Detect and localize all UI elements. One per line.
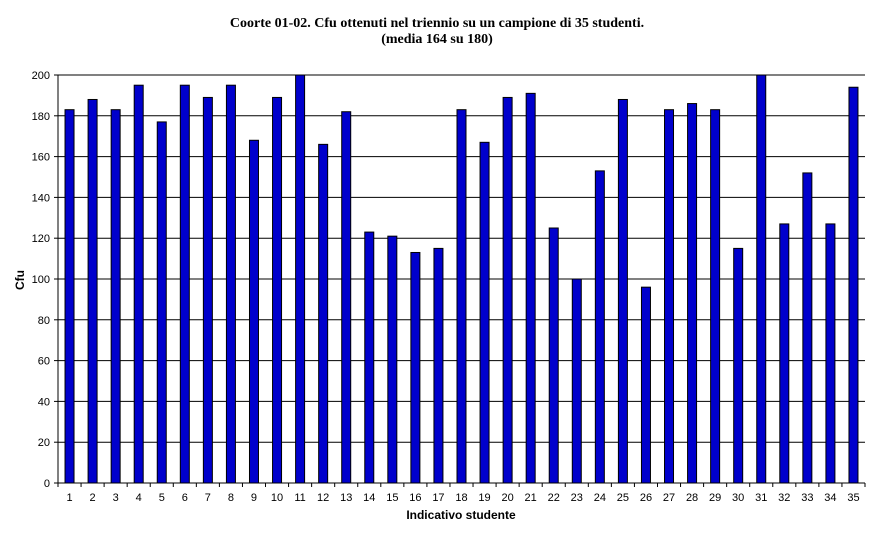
x-tick-label: 12 xyxy=(317,492,329,504)
x-tick-label: 33 xyxy=(801,492,813,504)
x-tick-label: 11 xyxy=(294,492,305,504)
x-tick-label: 28 xyxy=(686,492,698,504)
bar-student-33 xyxy=(802,172,813,484)
x-tick-label: 3 xyxy=(113,492,119,504)
x-tick-label: 27 xyxy=(663,492,675,504)
y-tick-label: 20 xyxy=(38,437,50,449)
y-tick-label: 180 xyxy=(32,111,50,123)
bar-student-32 xyxy=(779,223,790,484)
bar-student-20 xyxy=(502,96,513,484)
bar-student-34 xyxy=(825,223,836,484)
bar-student-19 xyxy=(479,141,490,484)
bar-student-21 xyxy=(525,92,536,484)
bar-student-7 xyxy=(202,96,213,484)
x-tick-label: 8 xyxy=(228,492,234,504)
bar-student-4 xyxy=(133,84,144,484)
x-tick-label: 21 xyxy=(525,492,537,504)
y-tick-label: 60 xyxy=(38,356,50,368)
bar-student-26 xyxy=(640,286,651,484)
bar-student-17 xyxy=(433,247,444,484)
x-tick-label: 26 xyxy=(640,492,652,504)
x-tick-label: 10 xyxy=(271,492,283,504)
bar-student-35 xyxy=(848,86,859,484)
x-tick-label: 16 xyxy=(409,492,421,504)
bar-student-15 xyxy=(387,235,398,484)
bar-student-23 xyxy=(571,278,582,484)
x-tick-label: 32 xyxy=(778,492,790,504)
x-tick-label: 4 xyxy=(136,492,142,504)
x-tick-label: 7 xyxy=(205,492,211,504)
bar-student-9 xyxy=(248,139,259,484)
x-axis-label: Indicativo studente xyxy=(406,508,516,522)
x-tick-label: 5 xyxy=(159,492,165,504)
bar-student-29 xyxy=(710,109,721,484)
x-tick-label: 1 xyxy=(66,492,72,504)
x-tick-label: 30 xyxy=(732,492,744,504)
bar-student-28 xyxy=(687,103,698,484)
y-tick-label: 80 xyxy=(38,315,50,327)
x-tick-label: 34 xyxy=(824,492,836,504)
x-tick-label: 19 xyxy=(478,492,490,504)
x-tick-label: 24 xyxy=(594,492,606,504)
x-tick-label: 25 xyxy=(617,492,629,504)
bar-student-3 xyxy=(110,109,121,484)
x-tick-label: 35 xyxy=(847,492,859,504)
x-tick-label: 20 xyxy=(501,492,513,504)
bar-student-2 xyxy=(87,98,98,484)
y-tick-label: 40 xyxy=(38,396,50,408)
x-tick-label: 14 xyxy=(363,492,375,504)
x-tick-label: 15 xyxy=(386,492,398,504)
bar-student-1 xyxy=(64,109,75,484)
y-tick-label: 200 xyxy=(32,70,50,82)
x-tick-labels: 1 2 3 4 5 6 7 8 9 10 11 12 13 14 15 16 17 18 19 20 21 22 23 24 2… xyxy=(66,492,859,504)
chart-title: Coorte 01-02. Cfu ottenuti nel triennio … xyxy=(230,16,644,31)
bar-student-24 xyxy=(594,170,605,484)
x-tick-label: 9 xyxy=(251,492,257,504)
bar-student-31 xyxy=(756,74,767,484)
bar-student-5 xyxy=(156,121,167,484)
bar-student-22 xyxy=(548,227,559,484)
bar-student-18 xyxy=(456,109,467,484)
y-tick-label: 0 xyxy=(44,478,50,490)
x-tick-label: 31 xyxy=(755,492,767,504)
y-tick-label: 100 xyxy=(32,274,50,286)
bar-student-11 xyxy=(295,74,306,484)
x-tick-label: 6 xyxy=(182,492,188,504)
y-tick-labels: 0 20 40 60 80 100 120 140 160 180 200 xyxy=(32,70,50,490)
x-tick-label: 13 xyxy=(340,492,352,504)
y-tick-label: 160 xyxy=(32,152,50,164)
x-tick-label: 29 xyxy=(709,492,721,504)
bar-student-13 xyxy=(341,111,352,484)
bar-student-12 xyxy=(318,143,329,484)
bar-student-16 xyxy=(410,251,421,484)
axes xyxy=(54,74,866,487)
bars-group xyxy=(64,74,859,484)
bar-student-30 xyxy=(733,247,744,484)
y-tick-label: 120 xyxy=(32,233,50,245)
bar-student-10 xyxy=(272,96,283,484)
bar-student-8 xyxy=(225,84,236,484)
x-tick-label: 17 xyxy=(432,492,444,504)
bar-student-6 xyxy=(179,84,190,484)
x-tick-label: 18 xyxy=(455,492,467,504)
chart-subtitle: (media 164 su 180) xyxy=(381,32,493,47)
bar-student-25 xyxy=(617,98,628,484)
x-tick-label: 22 xyxy=(548,492,560,504)
bar-student-27 xyxy=(664,109,675,484)
y-axis-label: Cfu xyxy=(13,270,27,290)
y-tick-label: 140 xyxy=(32,192,50,204)
x-tick-label: 2 xyxy=(90,492,96,504)
bar-student-14 xyxy=(364,231,375,484)
x-tick-label: 23 xyxy=(571,492,583,504)
